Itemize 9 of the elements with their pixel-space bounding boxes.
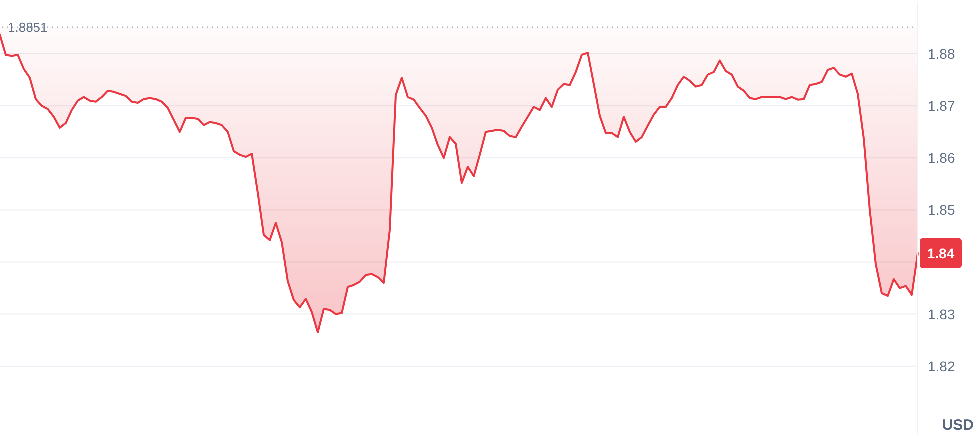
y-axis-title: USD bbox=[942, 417, 974, 434]
ref-line-label: 1.8851 bbox=[8, 20, 48, 36]
y-tick-label: 1.88 bbox=[928, 46, 956, 62]
annotation: 1.84 bbox=[927, 245, 955, 262]
y-tick-label: 1.82 bbox=[928, 358, 956, 374]
y-tick-label: 1.83 bbox=[928, 306, 956, 322]
y-tick-label: 1.85 bbox=[928, 202, 956, 218]
y-tick-label: 1.86 bbox=[928, 150, 956, 166]
y-tick-label: 1.87 bbox=[928, 98, 956, 114]
